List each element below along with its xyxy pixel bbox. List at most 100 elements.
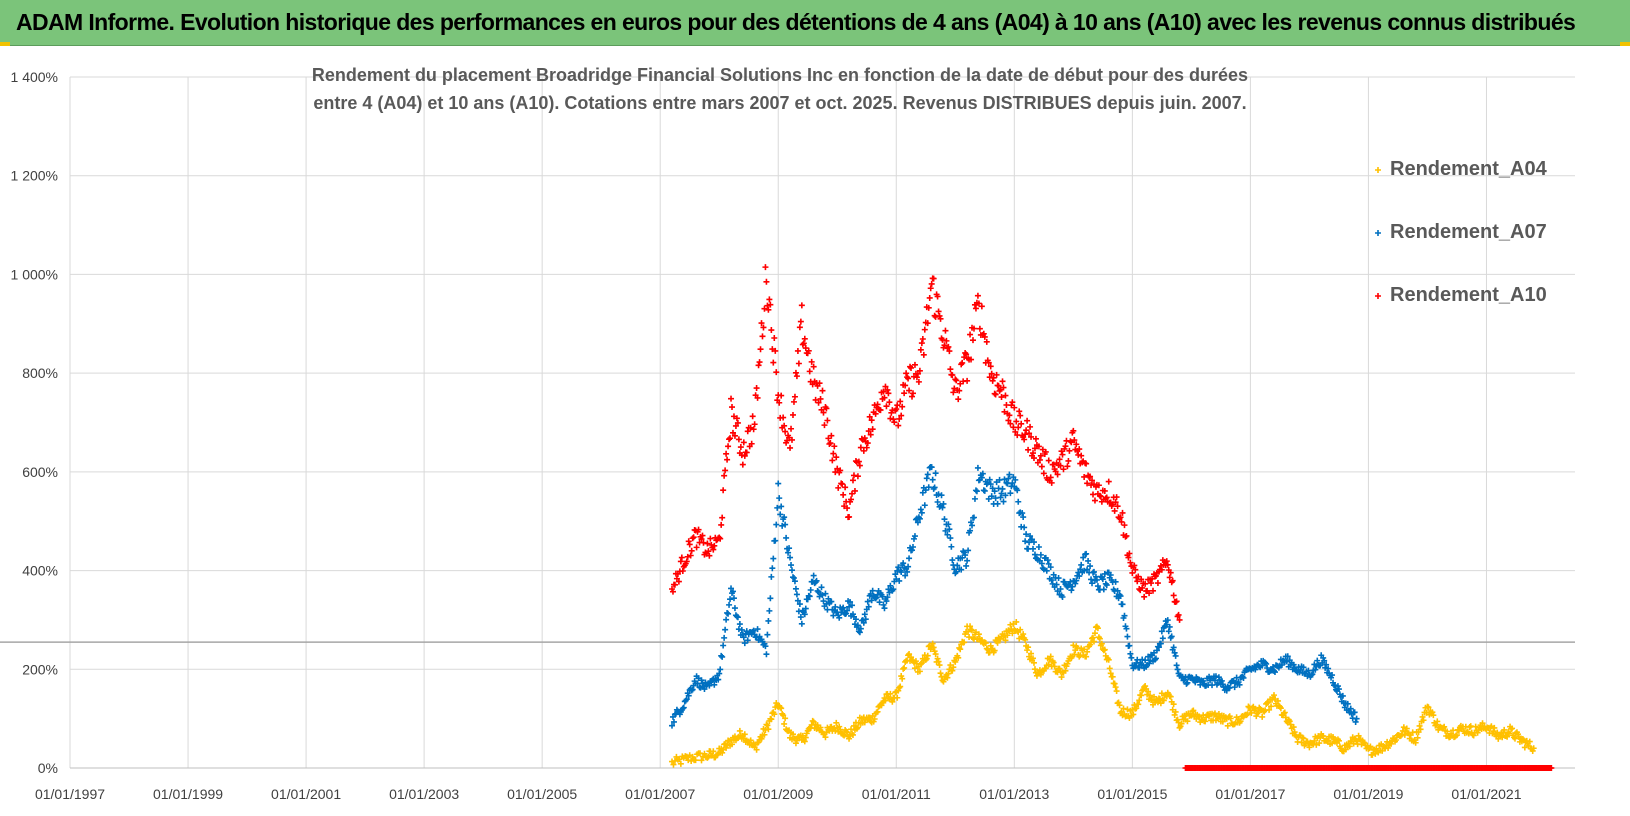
- rendement-a07-point: [1007, 490, 1014, 497]
- rendement-a07-point: [736, 621, 743, 628]
- rendement-a07-point: [872, 595, 879, 602]
- rendement-a04-point: [1083, 653, 1090, 660]
- rendement-a04-point: [1491, 724, 1498, 731]
- x-tick-label: 01/01/1999: [153, 786, 223, 802]
- rendement-a10-point: [1105, 478, 1112, 485]
- rendement-a04-point: [736, 727, 743, 734]
- rendement-a10-point: [976, 325, 983, 332]
- rendement-a04-point: [934, 655, 941, 662]
- rendement-a10-point: [750, 426, 757, 433]
- rendement-a04-point: [1434, 718, 1441, 725]
- rendement-a04-point: [895, 687, 902, 694]
- rendement-a07-point: [1055, 575, 1062, 582]
- rendement-a04-point: [961, 639, 968, 646]
- rendement-a04-point: [1412, 739, 1419, 746]
- rendement-a07-point: [971, 495, 978, 502]
- rendement-a04-point: [991, 647, 998, 654]
- rendement-a10-point: [1134, 578, 1141, 585]
- rendement-a07-point: [1321, 657, 1328, 664]
- rendement-a04-point: [1388, 740, 1395, 747]
- rendement-a10-point: [865, 428, 872, 435]
- rendement-a07-point: [934, 498, 941, 505]
- rendement-a10-point: [992, 391, 999, 398]
- rendement-a04-point: [1290, 724, 1297, 731]
- rendement-a07-point: [949, 557, 956, 564]
- rendement-a07-point: [775, 480, 782, 487]
- rendement-a10-point: [1000, 384, 1007, 391]
- rendement-a10-point: [793, 373, 800, 380]
- rendement-a10-point: [706, 552, 713, 559]
- rendement-a10-point: [749, 413, 756, 420]
- rendement-a10-point: [722, 467, 729, 474]
- rendement-a10-point: [718, 521, 725, 528]
- rendement-a07-point: [928, 464, 935, 471]
- rendement-a10-point: [1035, 443, 1042, 450]
- rendement-a07-point: [670, 718, 677, 725]
- rendement-a04-point: [1144, 691, 1151, 698]
- rendement-a04-point: [968, 626, 975, 633]
- rendement-a10-point: [1112, 499, 1119, 506]
- rendement-a07-point: [1068, 587, 1075, 594]
- rendement-a07-point: [729, 588, 736, 595]
- rendement-a07-point: [1180, 677, 1187, 684]
- rendement-a10-point: [942, 327, 949, 334]
- rendement-a07-point: [772, 537, 779, 544]
- rendement-a10-point: [763, 278, 770, 285]
- rendement-a07-point: [942, 527, 949, 534]
- rendement-a07-point: [1308, 672, 1315, 679]
- rendement-a04-point: [1017, 626, 1024, 633]
- rendement-a07-point: [1073, 577, 1080, 584]
- rendement-a07-point: [905, 563, 912, 570]
- corner-marker-left: [0, 42, 10, 46]
- rendement-a04-point: [1094, 625, 1101, 632]
- rendement-a04-point: [729, 741, 736, 748]
- rendement-a10-point: [821, 422, 828, 429]
- rendement-a10-point: [856, 462, 863, 469]
- rendement-a07-point: [880, 601, 887, 608]
- rendement-a10-point: [1076, 446, 1083, 453]
- rendement-a10-point: [1139, 584, 1146, 591]
- rendement-a07-point: [1314, 657, 1321, 664]
- rendement-a07-point: [921, 502, 928, 509]
- rendement-a04-point: [975, 631, 982, 638]
- rendement-a07-point: [789, 574, 796, 581]
- rendement-a10-point: [1083, 460, 1090, 467]
- rendement-a04-point: [937, 670, 944, 677]
- rendement-a04-point: [1106, 665, 1113, 672]
- rendement-a10-point: [748, 440, 755, 447]
- rendement-a04-point: [1190, 707, 1197, 714]
- rendement-a10-point: [773, 369, 780, 376]
- rendement-a04-point: [1440, 724, 1447, 731]
- rendement-a10-point: [716, 534, 723, 541]
- rendement-a04-point: [1084, 648, 1091, 655]
- rendement-a10-point: [1018, 420, 1025, 427]
- rendement-a07-point: [773, 521, 780, 528]
- rendement-a07-point: [806, 593, 813, 600]
- rendement-a07-point: [1155, 644, 1162, 651]
- rendement-a04-point: [994, 639, 1001, 646]
- rendement-a10-point: [677, 558, 684, 565]
- rendement-a10-point: [881, 394, 888, 401]
- rendement-a04-point: [1047, 653, 1054, 660]
- rendement-a07-point: [902, 572, 909, 579]
- rendement-a07-point: [1157, 640, 1164, 647]
- rendement-a07-point: [728, 585, 735, 592]
- rendement-a10-point: [1017, 412, 1024, 419]
- rendement-a10-point: [699, 532, 706, 539]
- rendement-a10-point: [788, 425, 795, 432]
- rendement-a07-point: [698, 677, 705, 684]
- rendement-a10-point: [781, 422, 788, 429]
- rendement-a10-point: [810, 363, 817, 370]
- rendement-a10-point: [921, 326, 928, 333]
- rendement-a10-point: [844, 505, 851, 512]
- rendement-a04-point: [1091, 630, 1098, 637]
- rendement-a04-point: [929, 640, 936, 647]
- rendement-a04-point: [753, 746, 760, 753]
- rendement-a07-point: [743, 628, 750, 635]
- rendement-a10-point: [679, 567, 686, 574]
- rendement-a07-point: [791, 578, 798, 585]
- rendement-a10-point: [896, 415, 903, 422]
- rendement-a10-point: [848, 496, 855, 503]
- rendement-a04-point: [1004, 632, 1011, 639]
- rendement-a04-point: [1160, 697, 1167, 704]
